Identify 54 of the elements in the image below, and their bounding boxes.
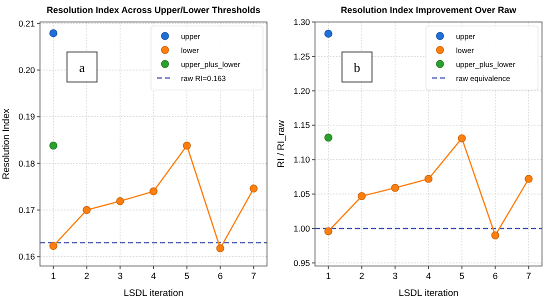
annotation: a — [79, 60, 86, 75]
y-axis-title: RI / RI_raw — [276, 120, 287, 168]
point — [182, 142, 191, 150]
x-tick-label: 2 — [84, 271, 90, 281]
point — [216, 244, 224, 252]
y-tick-label: 0.95 — [293, 258, 310, 268]
y-tick-label: 1.05 — [293, 189, 310, 200]
x-tick-label: 5 — [184, 271, 190, 281]
y-tick-label: 1.30 — [293, 17, 310, 27]
y-tick-label: 1.20 — [293, 86, 310, 96]
point — [491, 231, 500, 240]
x-tick-label: 4 — [150, 271, 156, 281]
y-tick-label: 0.20 — [18, 65, 36, 76]
point — [49, 29, 58, 38]
x-tick-label: 7 — [526, 271, 532, 281]
x-axis-title: LSDL iteration — [124, 288, 184, 299]
point — [458, 134, 466, 142]
x-tick-label: 3 — [392, 271, 398, 281]
point — [358, 192, 366, 200]
chart-title: Resolution Index Across Upper/Lower Thresholds — [46, 5, 260, 15]
y-tick-label: 0.19 — [18, 112, 36, 122]
x-tick-label: 3 — [118, 271, 123, 281]
point — [324, 30, 332, 38]
point — [524, 174, 533, 183]
x-tick-label: 4 — [426, 271, 432, 281]
x-tick-label: 7 — [251, 271, 256, 281]
point — [150, 187, 158, 196]
point — [49, 142, 58, 150]
point — [49, 242, 58, 250]
chart-title: Resolution Index Improvement Over Raw — [340, 5, 518, 15]
annotation: b — [354, 60, 360, 75]
y-tick-label: 1.00 — [293, 223, 310, 234]
x-tick-label: 5 — [459, 271, 464, 281]
point — [82, 206, 91, 214]
y-tick-label: 1.15 — [293, 120, 310, 130]
y-tick-label: 1.25 — [293, 51, 310, 62]
y-axis-title: Resolution Index — [1, 108, 12, 180]
x-tick-label: 1 — [326, 271, 331, 281]
x-tick-label: 2 — [359, 271, 364, 281]
y-tick-label: 0.18 — [18, 158, 36, 168]
x-axis-title: LSDL iteration — [398, 288, 458, 299]
point — [116, 197, 124, 206]
x-tick-label: 1 — [50, 271, 56, 281]
point — [250, 184, 258, 193]
y-tick-label: 0.16 — [18, 252, 36, 262]
point — [424, 174, 432, 183]
point — [324, 134, 332, 142]
point — [391, 184, 400, 192]
y-tick-label: 1.10 — [293, 154, 310, 165]
point — [324, 227, 332, 236]
y-tick-label: 0.17 — [18, 205, 36, 216]
x-tick-label: 6 — [218, 271, 223, 281]
y-tick-label: 0.21 — [18, 18, 36, 28]
x-tick-label: 6 — [492, 271, 498, 281]
